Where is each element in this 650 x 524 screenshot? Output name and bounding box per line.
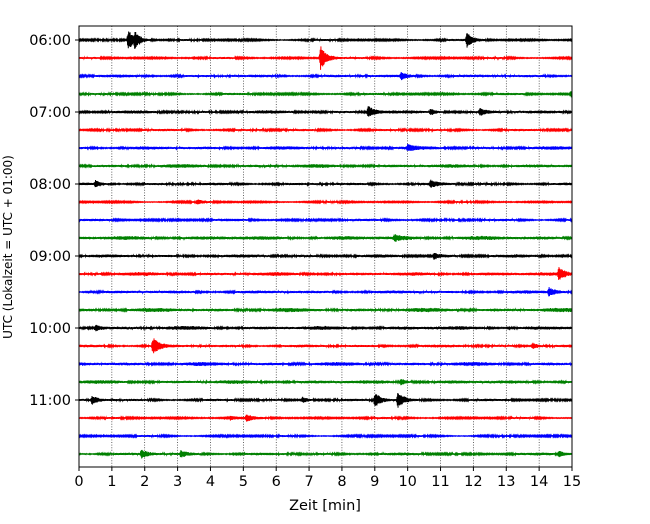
x-tick-label: 1: [107, 474, 116, 490]
trace-1015: [78, 338, 573, 354]
trace-0915: [78, 267, 573, 280]
x-tick-label: 11: [431, 474, 449, 490]
trace-0800: [78, 179, 573, 188]
x-tick-label: 0: [74, 474, 83, 490]
trace-0630: [78, 72, 573, 81]
trace-0945: [78, 307, 573, 313]
axis-layer: 0 1 2 3 4 5 6 7 8 9 10 11 12 13 14 1506:0007:0008:0009:…: [29, 33, 581, 490]
x-tick-label: 15: [563, 474, 581, 490]
trace-0700: [78, 106, 573, 117]
y-tick-label: 09:00: [29, 249, 71, 265]
grid-layer: [111, 26, 540, 467]
trace-0930: [78, 287, 573, 297]
trace-1100: [78, 393, 573, 408]
x-tick-label: 5: [239, 474, 248, 490]
x-tick-label: 4: [206, 474, 215, 490]
trace-1145: [78, 449, 573, 459]
trace-0830: [78, 217, 573, 223]
plot-frame: [78, 25, 573, 468]
trace-0600: [78, 31, 573, 49]
trace-0845: [78, 234, 573, 243]
trace-0730: [78, 144, 573, 152]
y-tick-label: 07:00: [29, 105, 71, 121]
y-tick-label: 06:00: [29, 33, 71, 49]
trace-1000: [78, 324, 573, 332]
x-tick-label: 6: [272, 474, 281, 490]
x-tick-label: 13: [497, 474, 515, 490]
x-tick-label: 10: [398, 474, 416, 490]
traces-layer: [78, 31, 573, 459]
y-tick-label: 08:00: [29, 177, 71, 193]
y-tick-label: 11:00: [29, 393, 71, 409]
x-axis-label: Zeit [min]: [289, 498, 361, 514]
y-tick-label: 10:00: [29, 321, 71, 337]
x-tick-label: 9: [370, 474, 379, 490]
x-tick-label: 7: [304, 474, 313, 490]
trace-0745: [78, 163, 573, 169]
x-tick-label: 3: [173, 474, 182, 490]
trace-1115: [78, 414, 573, 422]
x-tick-label: 2: [140, 474, 149, 490]
x-tick-label: 8: [337, 474, 346, 490]
trace-0815: [78, 199, 573, 205]
y-axis-label: UTC (Lokalzeit = UTC + 01:00): [1, 155, 15, 339]
x-tick-label: 12: [464, 474, 482, 490]
trace-1130: [78, 433, 573, 439]
trace-1045: [78, 379, 573, 386]
trace-0645: [78, 91, 573, 98]
trace-0900: [78, 252, 573, 260]
trace-0715: [78, 127, 573, 133]
trace-1030: [78, 361, 573, 367]
trace-0615: [78, 46, 573, 70]
x-tick-label: 14: [530, 474, 548, 490]
